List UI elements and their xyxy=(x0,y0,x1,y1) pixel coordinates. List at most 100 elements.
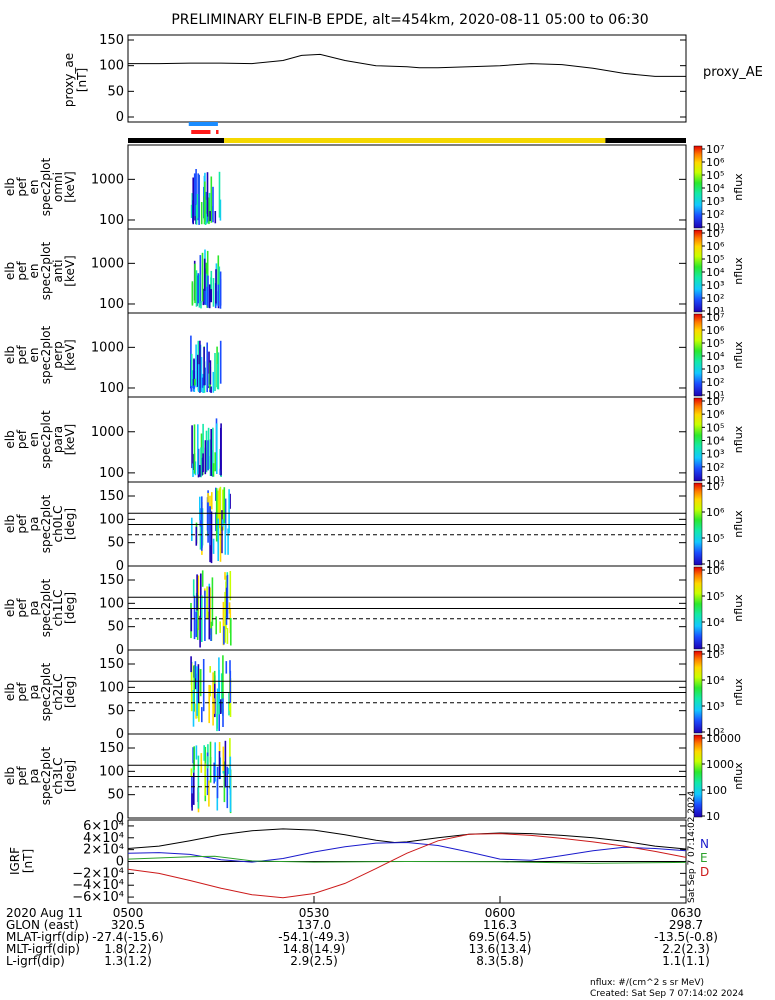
spectrogram-ylabel-line: [deg] xyxy=(63,592,77,624)
colorbar-tick-label: 10⁴ xyxy=(706,435,725,448)
spectrogram-pixel xyxy=(216,766,219,799)
spectrogram-pixel xyxy=(214,353,216,391)
orbit-row-value: 137.0 xyxy=(297,918,331,932)
spectrogram-pixel xyxy=(224,591,226,643)
spectrogram-pixel xyxy=(222,655,224,699)
spectrogram-pixel xyxy=(206,497,209,531)
colorbar-tick-label: 10⁷ xyxy=(706,395,724,408)
spectrogram-ylabel-line: elb xyxy=(3,683,17,701)
colorbar-tick-label: 10⁵ xyxy=(706,421,724,434)
spectrogram-pixel xyxy=(191,425,193,469)
colorbar-tick-label: 10¹ xyxy=(706,305,724,318)
spectrogram-pixel xyxy=(199,340,201,393)
igrf-ytick-label: −4×10⁴ xyxy=(72,878,124,893)
spectrogram-ylabel-line: ch1LC xyxy=(51,590,65,627)
orbit-row-label: GLON (east) xyxy=(6,918,79,932)
spectrogram-pixel xyxy=(208,351,210,389)
sidebar-timestamp: Sat Sep 7 07:14:02 2024 xyxy=(687,791,697,903)
spectrogram-pixel xyxy=(219,621,221,633)
spectrogram-pixel xyxy=(208,780,210,807)
orbit-region-segment xyxy=(605,138,686,143)
igrf-line-d xyxy=(127,833,687,899)
colorbar-tick-label: 10² xyxy=(706,376,724,389)
colorbar-label: nflux xyxy=(732,341,745,369)
proxy-ae-yticks: 0 50 100 150 xyxy=(99,33,686,125)
orbit-row-value: 0630 xyxy=(671,906,702,920)
colorbar-tick-label: 10² xyxy=(706,726,724,739)
spectrogram-pixel xyxy=(199,465,201,477)
colorbar-tick-label: 10² xyxy=(706,461,724,474)
spectrogram-pixel xyxy=(196,595,199,640)
orbit-row-label: MLT-igrf(dip) xyxy=(6,942,80,956)
spectrogram-pixel xyxy=(209,685,212,697)
spectrogram-ylabel-line: pef xyxy=(15,766,29,786)
spectrogram-pixel xyxy=(221,510,223,554)
spectrogram-pixel xyxy=(196,574,198,611)
spectrogram-pixel xyxy=(192,690,195,727)
orbit-row-value: 1.8(2.2) xyxy=(104,942,152,956)
spectrogram-pixel xyxy=(201,252,204,302)
spectrogram-pixel xyxy=(216,693,218,729)
proxy-ae-ytick-label: 0 xyxy=(116,110,124,125)
spectrogram-pixel xyxy=(210,429,212,476)
spectrogram-pixel xyxy=(220,459,222,470)
colorbar xyxy=(693,145,703,229)
colorbar-tick-label: 10⁶ xyxy=(706,408,725,421)
spectrogram-pixel xyxy=(197,364,200,393)
spectrogram-pixel xyxy=(214,742,216,782)
spectrogram-pixel xyxy=(212,672,214,726)
spectrogram-pixel xyxy=(204,763,206,796)
spectrogram-pixel xyxy=(192,463,194,477)
spectrogram-ylabel-line: pa xyxy=(27,601,41,616)
spectrogram-pixel xyxy=(212,427,214,475)
colorbar xyxy=(693,313,703,397)
spectrogram-panel-en_para: 1001000elbpefenspec2plotpara[keV]10¹10²1… xyxy=(3,395,745,487)
spectrogram-pixel xyxy=(212,371,215,393)
spectrogram-ytick-label: 0 xyxy=(116,643,124,658)
colorbar-tick-label: 10⁷ xyxy=(706,227,724,240)
spectrogram-pixel xyxy=(202,659,205,712)
spectrogram-panels: 1001000elbpefenspec2plotomni[keV]10¹10²1… xyxy=(3,143,745,826)
colorbar-tick-label: 10⁴ xyxy=(706,350,725,363)
colorbar-tick-label: 10³ xyxy=(706,700,724,713)
spectrogram-ytick-label: 1000 xyxy=(91,256,124,271)
colorbar-tick-label: 10 xyxy=(706,810,720,823)
igrf-line-total xyxy=(127,828,687,850)
colorbar-tick-label: 1000 xyxy=(706,758,734,771)
spectrogram-pixel xyxy=(219,340,222,384)
spectrogram-ylabel-line: en xyxy=(27,432,41,447)
colorbar-tick-label: 100 xyxy=(706,784,727,797)
spectrogram-pixel xyxy=(211,577,214,626)
spectrogram-pixel xyxy=(203,258,206,305)
colorbar-tick-label: 10⁵ xyxy=(706,648,724,661)
spectrogram-ylabel-line: [keV] xyxy=(63,424,77,455)
orbit-row-value: 13.6(13.4) xyxy=(469,942,532,956)
spectrogram-pixel xyxy=(227,768,230,775)
spectrogram-pixel xyxy=(199,669,202,697)
spectrogram-ytick-label: 50 xyxy=(107,704,124,719)
igrf-ytick-label: 4×10⁴ xyxy=(83,831,124,846)
igrf-legend-d: D xyxy=(700,865,709,879)
spectrogram-pixel xyxy=(201,496,203,551)
orbit-region-segment xyxy=(224,138,606,143)
spectrogram-ylabel-line: pef xyxy=(15,261,29,281)
spectrogram-pixel xyxy=(217,284,220,307)
spectrogram-pixel xyxy=(209,666,211,673)
spectrogram-ylabel-line: pa xyxy=(27,517,41,532)
colorbar-tick-label: 10³ xyxy=(706,363,724,376)
spectrogram-pixel xyxy=(230,618,232,646)
spectrogram-ytick-label: 150 xyxy=(99,573,124,588)
spectrogram-ylabel-line: pef xyxy=(15,177,29,197)
spectrogram-pixel xyxy=(191,777,193,808)
colorbar-tick-label: 10⁷ xyxy=(706,143,724,156)
colorbar-tick-label: 10¹ xyxy=(706,389,724,402)
spectrogram-pixel xyxy=(205,273,208,301)
spectrogram-frame xyxy=(127,312,687,398)
spectrogram-pixel xyxy=(191,283,194,306)
orbit-row-value: 0530 xyxy=(299,906,330,920)
spectrogram-ylabel-line: elb xyxy=(3,262,17,280)
spectrogram-pixel xyxy=(224,740,227,788)
colorbar-tick-label: 10⁵ xyxy=(706,253,724,266)
spectrogram-pixel xyxy=(225,661,228,674)
